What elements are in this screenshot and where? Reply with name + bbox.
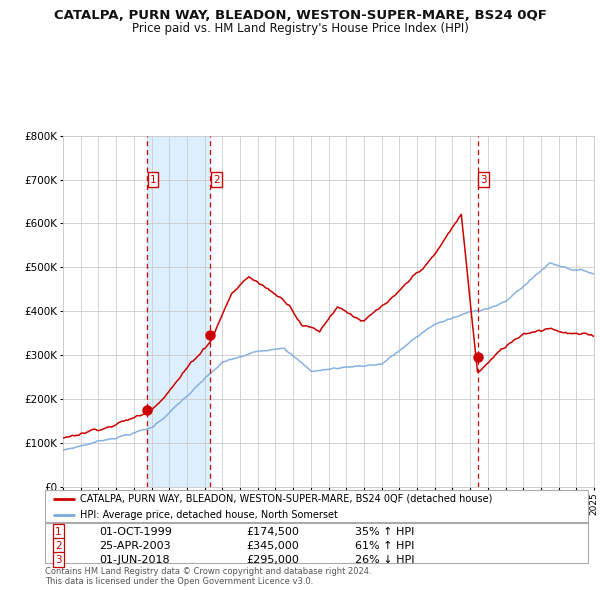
Text: 3: 3 [480, 175, 487, 185]
Text: CATALPA, PURN WAY, BLEADON, WESTON-SUPER-MARE, BS24 0QF (detached house): CATALPA, PURN WAY, BLEADON, WESTON-SUPER… [80, 494, 493, 504]
Text: CATALPA, PURN WAY, BLEADON, WESTON-SUPER-MARE, BS24 0QF: CATALPA, PURN WAY, BLEADON, WESTON-SUPER… [53, 9, 547, 22]
Text: £174,500: £174,500 [246, 527, 299, 537]
Text: 35% ↑ HPI: 35% ↑ HPI [355, 527, 414, 537]
Text: 2: 2 [55, 540, 62, 550]
Text: 1: 1 [55, 527, 62, 537]
Text: HPI: Average price, detached house, North Somerset: HPI: Average price, detached house, Nort… [80, 510, 338, 520]
FancyBboxPatch shape [45, 523, 588, 563]
Text: £345,000: £345,000 [246, 540, 299, 550]
Text: 3: 3 [55, 555, 62, 565]
Bar [147, 136, 210, 487]
Text: 26% ↓ HPI: 26% ↓ HPI [355, 555, 414, 565]
Text: 01-JUN-2018: 01-JUN-2018 [100, 555, 170, 565]
Text: Contains HM Land Registry data © Crown copyright and database right 2024.: Contains HM Land Registry data © Crown c… [45, 566, 371, 576]
Text: 2: 2 [213, 175, 220, 185]
Text: This data is licensed under the Open Government Licence v3.0.: This data is licensed under the Open Gov… [45, 577, 313, 586]
FancyBboxPatch shape [45, 490, 588, 522]
Text: 01-OCT-1999: 01-OCT-1999 [100, 527, 172, 537]
Text: 61% ↑ HPI: 61% ↑ HPI [355, 540, 414, 550]
Text: Price paid vs. HM Land Registry's House Price Index (HPI): Price paid vs. HM Land Registry's House … [131, 22, 469, 35]
Text: 25-APR-2003: 25-APR-2003 [100, 540, 171, 550]
Text: 1: 1 [150, 175, 157, 185]
Text: £295,000: £295,000 [246, 555, 299, 565]
